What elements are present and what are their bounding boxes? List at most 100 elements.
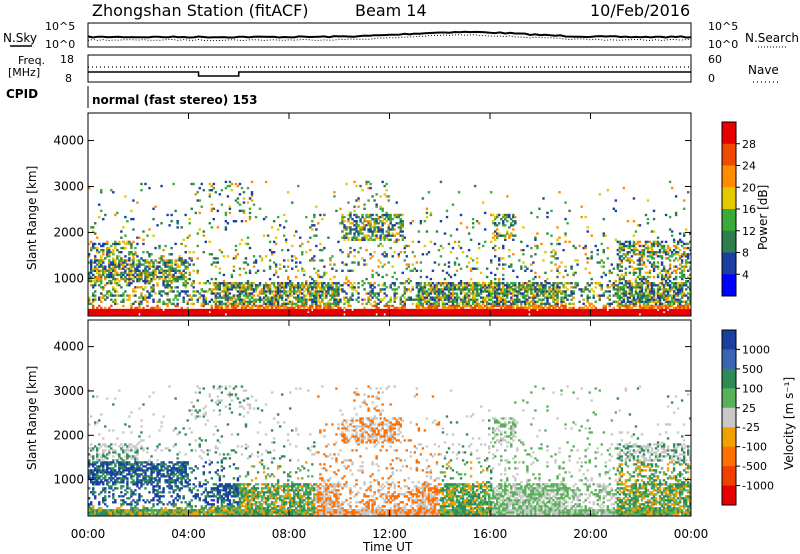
- cell: [666, 292, 670, 295]
- cell: [240, 209, 244, 213]
- cell: [487, 290, 491, 293]
- cell: [544, 271, 547, 275]
- cell: [242, 267, 246, 270]
- cell: [311, 302, 314, 306]
- cell: [172, 277, 175, 281]
- cell: [419, 300, 423, 303]
- cell: [415, 313, 419, 316]
- cell: [206, 290, 209, 293]
- cell: [646, 246, 650, 250]
- cell: [492, 300, 495, 303]
- cell: [248, 282, 252, 285]
- cell: [542, 284, 545, 287]
- cell: [100, 296, 103, 299]
- cell: [602, 294, 605, 297]
- cell: [648, 253, 652, 256]
- cell: [190, 296, 193, 299]
- cell: [112, 267, 115, 270]
- cell: [315, 290, 318, 293]
- cell: [473, 300, 477, 303]
- cell: [116, 257, 119, 260]
- cell: [268, 296, 272, 299]
- cell: [566, 298, 569, 301]
- cell: [329, 302, 332, 306]
- cell: [542, 290, 545, 293]
- cell: [276, 300, 280, 303]
- cell: [270, 251, 274, 254]
- cell: [678, 275, 682, 279]
- cell: [660, 292, 664, 295]
- cell: [160, 222, 163, 225]
- cell: [176, 304, 179, 308]
- cell: [427, 304, 431, 308]
- cell: [630, 298, 634, 301]
- cell: [596, 310, 599, 314]
- cell: [391, 265, 394, 268]
- cell: [570, 265, 573, 268]
- cell: [379, 290, 382, 293]
- cell: [156, 313, 159, 316]
- cell: [532, 298, 535, 301]
- cell: [146, 310, 149, 314]
- cell: [313, 300, 316, 303]
- cell: [516, 300, 519, 303]
- cell: [335, 308, 338, 312]
- cell: [353, 209, 356, 213]
- cell: [632, 296, 636, 299]
- cell: [672, 248, 676, 252]
- cell: [618, 240, 622, 244]
- cell: [124, 255, 127, 258]
- cell: [250, 193, 254, 196]
- cell: [329, 304, 332, 308]
- cell: [636, 248, 640, 252]
- cell: [554, 288, 557, 291]
- cell: [315, 310, 318, 314]
- cell: [114, 261, 117, 264]
- cell: [608, 286, 611, 289]
- cell: [494, 304, 497, 308]
- cell: [162, 259, 165, 262]
- cell: [238, 302, 242, 306]
- cell: [148, 263, 151, 266]
- cell: [142, 310, 145, 314]
- cell: [361, 215, 364, 219]
- cell: [632, 308, 636, 312]
- cell: [124, 265, 127, 268]
- cell: [624, 253, 628, 256]
- cell: [373, 228, 376, 231]
- cell: [192, 282, 195, 285]
- cell: [186, 302, 189, 306]
- cell: [538, 284, 541, 287]
- cell: [144, 267, 147, 270]
- cell: [628, 286, 632, 289]
- cell: [196, 300, 199, 303]
- cell: [138, 236, 141, 239]
- cell: [500, 234, 503, 237]
- cell: [481, 310, 485, 314]
- cell: [258, 207, 262, 210]
- cell: [604, 304, 607, 308]
- cell: [636, 313, 640, 316]
- cell: [196, 290, 199, 293]
- cell: [469, 277, 473, 281]
- cell: [530, 296, 533, 299]
- cell: [494, 300, 497, 303]
- cell: [522, 296, 525, 299]
- cell: [349, 308, 352, 312]
- cell: [467, 313, 471, 316]
- cell: [134, 263, 137, 266]
- cell: [514, 290, 517, 293]
- cell: [387, 232, 390, 235]
- cell: [140, 308, 143, 312]
- cell: [106, 255, 109, 258]
- cell: [660, 257, 664, 260]
- cell: [652, 253, 656, 256]
- cell: [646, 306, 650, 310]
- cell: [136, 242, 139, 246]
- cell: [453, 310, 457, 314]
- cell: [463, 308, 467, 312]
- cell: [284, 284, 288, 287]
- cell: [234, 304, 238, 308]
- cell: [558, 236, 561, 239]
- cell: [198, 282, 201, 285]
